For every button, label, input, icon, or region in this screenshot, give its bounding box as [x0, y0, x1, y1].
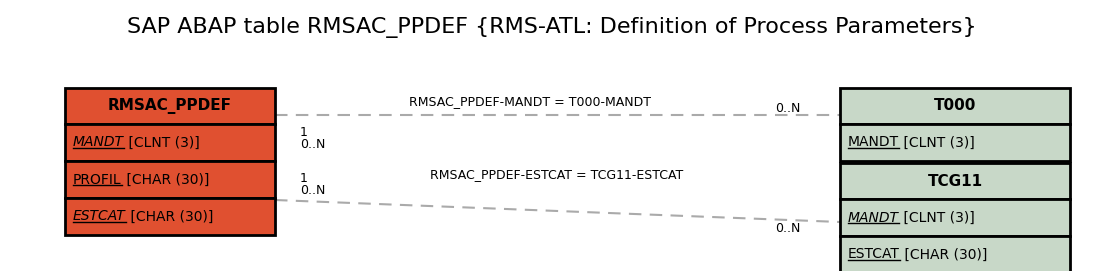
Text: T000: T000 [934, 98, 976, 114]
Text: [CLNT (3)]: [CLNT (3)] [899, 136, 975, 150]
Text: ESTCAT: ESTCAT [848, 247, 900, 262]
Bar [840, 199, 1070, 236]
Text: [CLNT (3)]: [CLNT (3)] [124, 136, 200, 150]
Text: MANDT: MANDT [73, 136, 124, 150]
Bar [65, 124, 275, 161]
Bar [840, 163, 1070, 199]
Text: TCG11: TCG11 [927, 173, 983, 189]
Text: 0..N: 0..N [775, 102, 800, 115]
Text: [CLNT (3)]: [CLNT (3)] [899, 211, 975, 224]
Text: [CHAR (30)]: [CHAR (30)] [121, 173, 209, 186]
Bar [840, 236, 1070, 271]
Text: RMSAC_PPDEF: RMSAC_PPDEF [108, 98, 232, 114]
Text: SAP ABAP table RMSAC_PPDEF {RMS-ATL: Definition of Process Parameters}: SAP ABAP table RMSAC_PPDEF {RMS-ATL: Def… [127, 18, 977, 38]
Bar [65, 161, 275, 198]
Text: [CHAR (30)]: [CHAR (30)] [900, 247, 987, 262]
Bar [65, 88, 275, 124]
Bar [65, 198, 275, 235]
Text: RMSAC_PPDEF-ESTCAT = TCG11-ESTCAT: RMSAC_PPDEF-ESTCAT = TCG11-ESTCAT [429, 169, 683, 182]
Text: 1
0..N: 1 0..N [300, 173, 326, 198]
Text: PROFIL: PROFIL [73, 173, 121, 186]
Bar [840, 88, 1070, 124]
Bar [840, 124, 1070, 161]
Text: 1
0..N: 1 0..N [300, 125, 326, 150]
Text: MANDT: MANDT [848, 136, 899, 150]
Text: ESTCAT: ESTCAT [73, 209, 126, 224]
Text: MANDT: MANDT [848, 211, 899, 224]
Text: [CHAR (30)]: [CHAR (30)] [126, 209, 213, 224]
Text: 0..N: 0..N [775, 221, 800, 234]
Text: RMSAC_PPDEF-MANDT = T000-MANDT: RMSAC_PPDEF-MANDT = T000-MANDT [408, 95, 651, 108]
